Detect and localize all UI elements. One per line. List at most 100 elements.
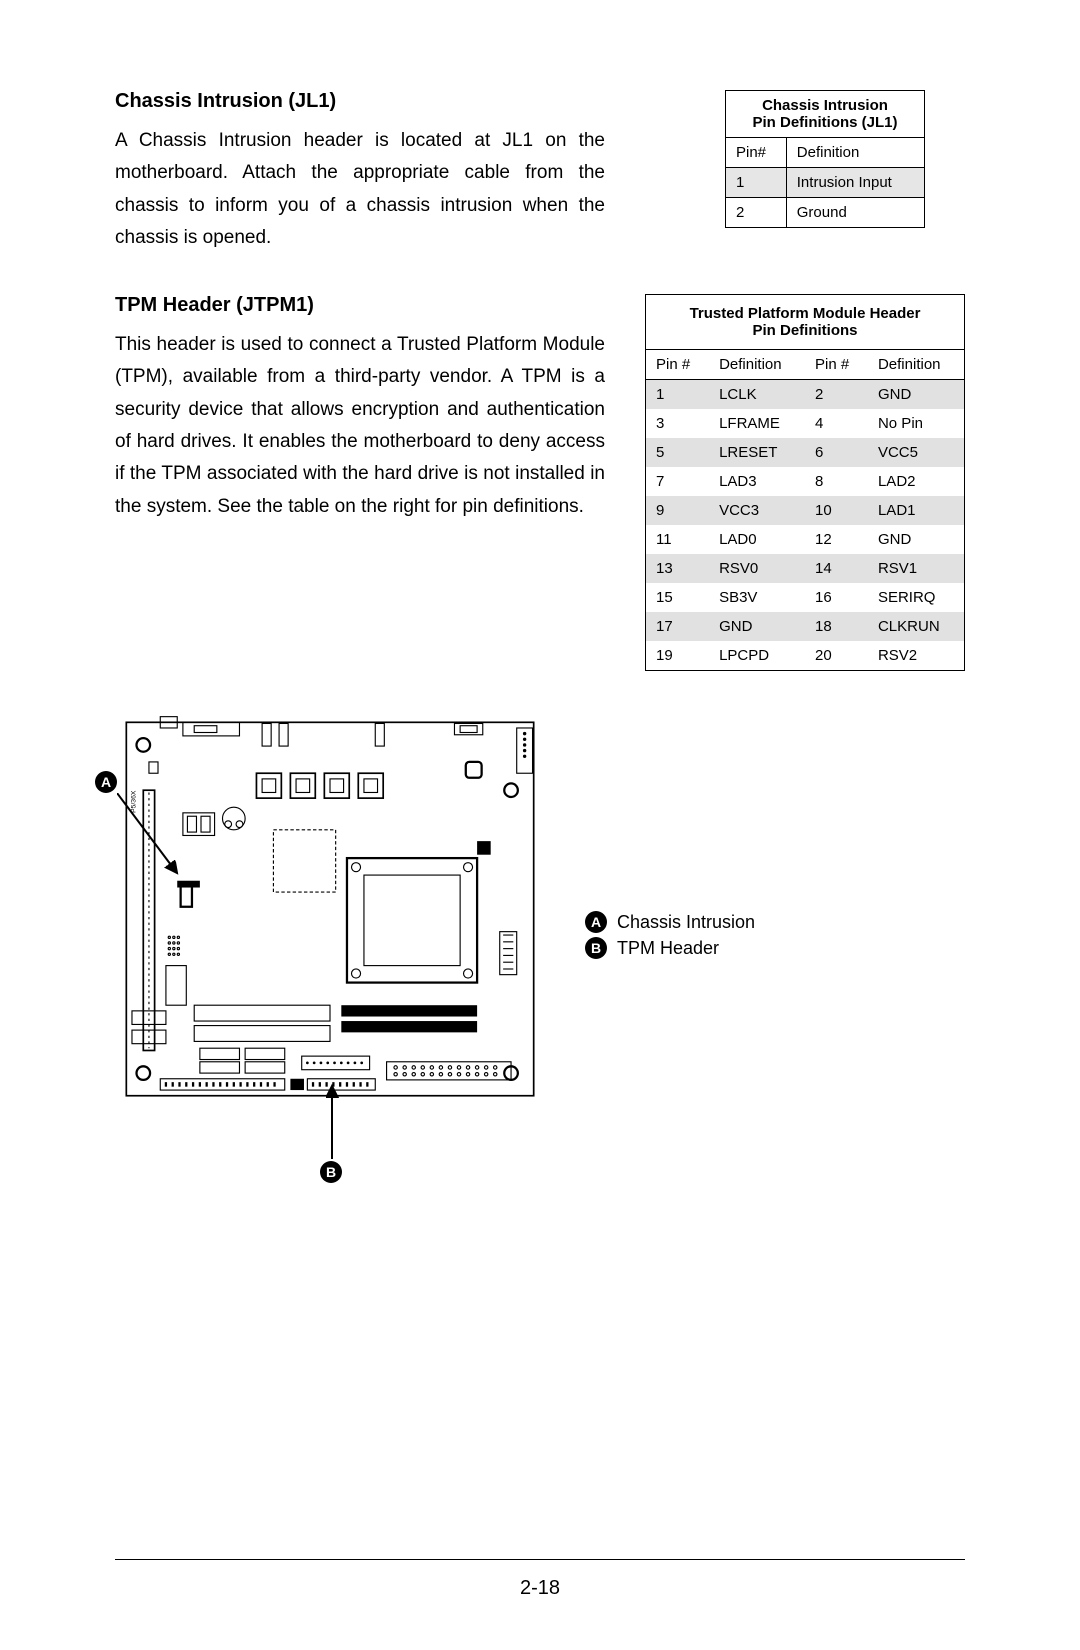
section2-table-col: Trusted Platform Module Header Pin Defin… — [645, 294, 965, 671]
section2-body: This header is used to connect a Trusted… — [115, 329, 605, 523]
t2-cell: RSV0 — [709, 554, 805, 583]
t2-cell: No Pin — [868, 409, 965, 438]
arrow-b — [320, 1081, 350, 1161]
section1-table-col: Chassis Intrusion Pin Definitions (JL1) … — [645, 90, 965, 254]
t2-cell: 20 — [805, 641, 868, 671]
t2-cell: 8 — [805, 467, 868, 496]
t2-cell: 17 — [646, 612, 710, 641]
t2-cell: LAD1 — [868, 496, 965, 525]
t2-cell: 15 — [646, 583, 710, 612]
t2-cell: LFRAME — [709, 409, 805, 438]
motherboard-diagram-wrap: A — [115, 711, 545, 1107]
section1-text-col: Chassis Intrusion (JL1) A Chassis Intrus… — [115, 90, 605, 254]
t1-h-pin: Pin# — [726, 138, 787, 168]
t2-cell: 19 — [646, 641, 710, 671]
t1-pin: 1 — [726, 168, 787, 198]
table-row: 5LRESET6VCC5 — [646, 438, 965, 467]
arrow-a — [117, 793, 197, 883]
callout-a-bullet: A — [95, 771, 117, 793]
table-row: 9VCC310LAD1 — [646, 496, 965, 525]
t2-cell: 10 — [805, 496, 868, 525]
section2-heading: TPM Header (JTPM1) — [115, 294, 605, 317]
t2-cell: 6 — [805, 438, 868, 467]
t2-h-pin2: Pin # — [805, 350, 868, 380]
t1-header-row: Pin# Definition — [726, 138, 925, 168]
table-row: 1LCLK2GND — [646, 380, 965, 410]
legend-block: A Chassis Intrusion B TPM Header — [585, 911, 755, 963]
table-row: 19LPCPD20RSV2 — [646, 641, 965, 671]
t2-cell: 13 — [646, 554, 710, 583]
t2-cell: VCC5 — [868, 438, 965, 467]
t1-pin: 2 — [726, 198, 787, 228]
t1-title-l2: Pin Definitions (JL1) — [752, 114, 897, 131]
t2-cell: LPCPD — [709, 641, 805, 671]
t2-cell: SB3V — [709, 583, 805, 612]
t2-cell: 4 — [805, 409, 868, 438]
t2-cell: LAD2 — [868, 467, 965, 496]
t2-h-pin1: Pin # — [646, 350, 710, 380]
t2-cell: LCLK — [709, 380, 805, 410]
t2-cell: 18 — [805, 612, 868, 641]
page: Chassis Intrusion (JL1) A Chassis Intrus… — [0, 0, 1080, 1650]
legend-b-bullet: B — [585, 937, 607, 959]
t2-cell: GND — [868, 525, 965, 554]
t2-h-def2: Definition — [868, 350, 965, 380]
t2-cell: 16 — [805, 583, 868, 612]
table-row: 11LAD012GND — [646, 525, 965, 554]
t2-cell: 2 — [805, 380, 868, 410]
t2-cell: VCC3 — [709, 496, 805, 525]
t2-cell: CLKRUN — [868, 612, 965, 641]
diagram-row: A — [115, 711, 965, 1107]
t2-cell: 9 — [646, 496, 710, 525]
table-chassis-intrusion: Chassis Intrusion Pin Definitions (JL1) … — [725, 90, 925, 228]
legend-item-b: B TPM Header — [585, 937, 755, 959]
t2-title-l2: Pin Definitions — [753, 322, 858, 339]
t2-title: Trusted Platform Module Header Pin Defin… — [646, 295, 965, 350]
legend-a-bullet: A — [585, 911, 607, 933]
table-row: 2Ground — [726, 198, 925, 228]
section2-text-col: TPM Header (JTPM1) This header is used t… — [115, 294, 605, 671]
t2-cell: 14 — [805, 554, 868, 583]
t2-cell: GND — [709, 612, 805, 641]
section-chassis-intrusion: Chassis Intrusion (JL1) A Chassis Intrus… — [115, 90, 965, 254]
legend-col: A Chassis Intrusion B TPM Header — [585, 711, 965, 1107]
legend-b-label: TPM Header — [617, 938, 719, 959]
t2-cell: 5 — [646, 438, 710, 467]
t2-cell: GND — [868, 380, 965, 410]
t2-cell: RSV1 — [868, 554, 965, 583]
table-row: 1Intrusion Input — [726, 168, 925, 198]
t1-title-l1: Chassis Intrusion — [762, 97, 888, 114]
t2-header-row: Pin # Definition Pin # Definition — [646, 350, 965, 380]
t2-cell: 7 — [646, 467, 710, 496]
t2-cell: LAD3 — [709, 467, 805, 496]
motherboard-diagram: P5/36X — [115, 711, 545, 1107]
table-row: 13RSV014RSV1 — [646, 554, 965, 583]
t1-def: Intrusion Input — [786, 168, 924, 198]
section1-body: A Chassis Intrusion header is located at… — [115, 125, 605, 254]
t2-cell: LAD0 — [709, 525, 805, 554]
t2-cell: 3 — [646, 409, 710, 438]
section1-heading: Chassis Intrusion (JL1) — [115, 90, 605, 113]
table-row: 17GND18CLKRUN — [646, 612, 965, 641]
t2-cell: RSV2 — [868, 641, 965, 671]
legend-a-label: Chassis Intrusion — [617, 912, 755, 933]
t2-cell: 11 — [646, 525, 710, 554]
t1-h-def: Definition — [786, 138, 924, 168]
table-tpm-header: Trusted Platform Module Header Pin Defin… — [645, 294, 965, 671]
t2-cell: LRESET — [709, 438, 805, 467]
t2-cell: 1 — [646, 380, 710, 410]
callout-b-bullet: B — [320, 1161, 342, 1183]
t2-title-l1: Trusted Platform Module Header — [690, 305, 921, 322]
table-row: 15SB3V16SERIRQ — [646, 583, 965, 612]
table-row: 3LFRAME4No Pin — [646, 409, 965, 438]
page-number: 2-18 — [0, 1577, 1080, 1600]
table-row: 7LAD38LAD2 — [646, 467, 965, 496]
t1-def: Ground — [786, 198, 924, 228]
t2-h-def1: Definition — [709, 350, 805, 380]
legend-item-a: A Chassis Intrusion — [585, 911, 755, 933]
t2-cell: SERIRQ — [868, 583, 965, 612]
t2-cell: 12 — [805, 525, 868, 554]
footer-rule — [115, 1559, 965, 1560]
t1-title: Chassis Intrusion Pin Definitions (JL1) — [726, 91, 925, 138]
section-tpm-header: TPM Header (JTPM1) This header is used t… — [115, 294, 965, 671]
